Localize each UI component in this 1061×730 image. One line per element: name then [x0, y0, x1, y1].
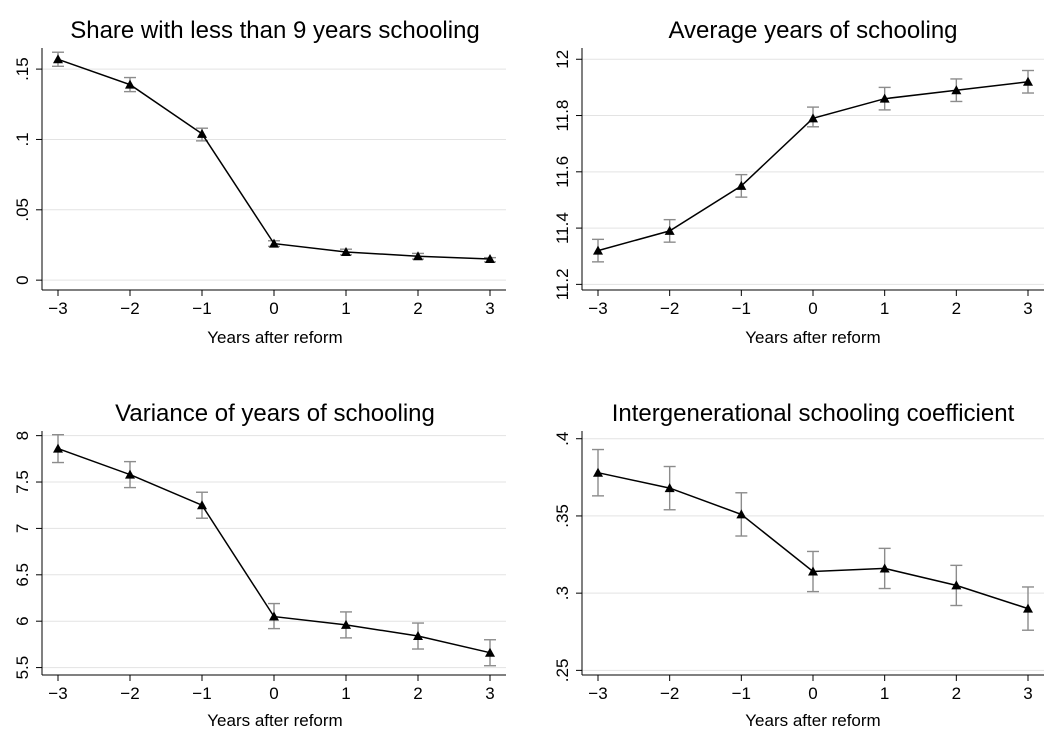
x-tick-label: −2 [660, 684, 679, 703]
data-point-triangle [341, 619, 351, 629]
data-point-triangle [269, 611, 279, 621]
data-point-triangle [485, 254, 495, 264]
data-point-triangle [53, 54, 63, 64]
x-tick-label: 0 [269, 299, 278, 318]
data-point-triangle [664, 483, 675, 493]
data-point-triangle [125, 79, 135, 89]
x-axis-label: Years after reform [207, 711, 342, 730]
y-tick-label: .35 [553, 504, 572, 528]
y-tick-label: 7 [13, 524, 32, 533]
data-point-triangle [125, 469, 135, 479]
y-tick-label: 5.5 [13, 656, 32, 680]
y-tick-label: .1 [13, 132, 32, 146]
data-point-triangle [593, 245, 603, 255]
data-point-triangle [1023, 76, 1033, 86]
x-tick-label: 2 [952, 684, 961, 703]
y-tick-label: 6 [13, 616, 32, 625]
panel-title: Intergenerational schooling coefficient [612, 400, 1015, 427]
x-tick-label: −1 [192, 299, 211, 318]
y-tick-label: 11.4 [553, 212, 572, 244]
x-tick-label: −1 [732, 299, 751, 318]
data-point-triangle [485, 647, 495, 657]
series-line [57, 58, 491, 260]
x-tick-label: −2 [120, 299, 139, 318]
y-tick-label: 7.5 [13, 470, 32, 494]
x-axis-label: Years after reform [207, 328, 342, 347]
data-point-triangle [951, 85, 962, 95]
x-tick-label: −3 [588, 684, 607, 703]
y-tick-label: .4 [553, 432, 572, 446]
y-tick-label: 12 [553, 50, 572, 69]
y-tick-label: .3 [553, 586, 572, 600]
y-tick-label: .15 [13, 57, 32, 81]
data-point-triangle [736, 180, 747, 190]
data-point-triangle [53, 443, 63, 453]
x-tick-label: 2 [952, 299, 961, 318]
data-point-triangle [413, 251, 423, 261]
x-tick-label: −2 [120, 684, 139, 703]
x-tick-label: 0 [808, 684, 817, 703]
x-tick-label: 1 [341, 299, 350, 318]
x-tick-label: 3 [485, 684, 494, 703]
data-point-triangle [197, 500, 207, 510]
y-tick-label: 6.5 [13, 563, 32, 587]
x-tick-label: −3 [48, 299, 67, 318]
data-point-triangle [341, 247, 351, 257]
x-tick-label: −1 [732, 684, 751, 703]
x-tick-label: −3 [48, 684, 67, 703]
x-tick-label: −3 [588, 299, 607, 318]
panel-intergenerational-schooling-coefficient: Intergenerational schooling coefficient … [553, 400, 1044, 730]
panel-average-years-of-schooling: Average years of schooling Years after r… [553, 17, 1044, 347]
y-tick-label: 11.6 [553, 156, 572, 188]
y-tick-label: 11.2 [553, 268, 572, 300]
data-point-triangle [808, 566, 818, 576]
data-point-triangle [808, 113, 818, 123]
data-point-triangle [736, 509, 747, 519]
x-tick-label: 3 [1023, 299, 1032, 318]
x-tick-label: 1 [880, 299, 889, 318]
y-tick-label: .25 [553, 659, 572, 683]
data-point-triangle [413, 631, 423, 641]
data-point-triangle [879, 93, 890, 103]
x-axis-label: Years after reform [745, 711, 880, 730]
data-point-triangle [951, 580, 962, 590]
y-tick-label: 8 [13, 431, 32, 440]
data-point-triangle [197, 128, 207, 138]
y-tick-label: .05 [13, 198, 32, 222]
y-tick-label: 11.8 [553, 100, 572, 132]
x-tick-label: 3 [485, 299, 494, 318]
data-point-triangle [879, 563, 890, 573]
x-tick-label: 0 [808, 299, 817, 318]
x-tick-label: −1 [192, 684, 211, 703]
x-tick-label: 1 [341, 684, 350, 703]
x-axis-label: Years after reform [745, 328, 880, 347]
panel-title: Variance of years of schooling [115, 400, 435, 427]
x-tick-label: 2 [413, 684, 422, 703]
x-tick-label: −2 [660, 299, 679, 318]
data-point-triangle [1023, 603, 1033, 613]
x-tick-label: 2 [413, 299, 422, 318]
panel-title: Share with less than 9 years schooling [70, 17, 480, 44]
x-tick-label: 1 [880, 684, 889, 703]
panel-title: Average years of schooling [668, 17, 957, 44]
data-point-triangle [664, 225, 675, 235]
data-point-triangle [593, 467, 603, 477]
data-point-triangle [269, 238, 279, 248]
y-tick-label: 0 [13, 275, 32, 284]
x-tick-label: 3 [1023, 684, 1032, 703]
x-tick-label: 0 [269, 684, 278, 703]
panel-variance-of-years-of-schooling: Variance of years of schooling Years aft… [13, 400, 506, 730]
panel-share-less-than-9-years: Share with less than 9 years schooling Y… [13, 17, 506, 347]
